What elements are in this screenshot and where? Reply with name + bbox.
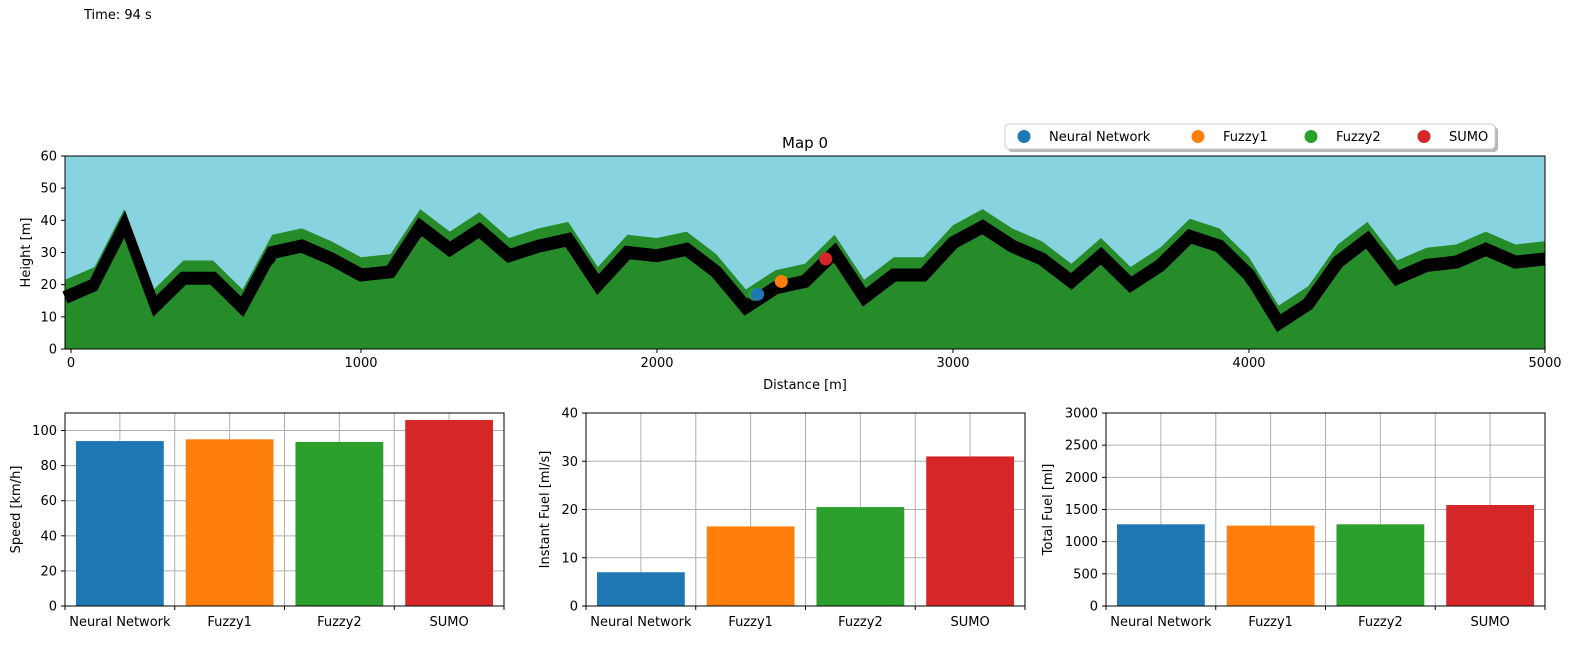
legend-marker-neural-network bbox=[1017, 130, 1031, 143]
map-ytick-label: 10 bbox=[40, 310, 57, 325]
legend-marker-sumo bbox=[1417, 130, 1431, 143]
legend-box bbox=[1004, 123, 1496, 150]
legend-label-fuzzy1: Fuzzy1 bbox=[1223, 130, 1268, 145]
legend-marker-fuzzy1 bbox=[1191, 130, 1205, 143]
speed-ytick-label: 20 bbox=[40, 564, 57, 579]
legend-label-neural-network: Neural Network bbox=[1049, 130, 1151, 145]
map-ytick-label: 0 bbox=[49, 343, 57, 358]
instant-fuel-xtick-label: Neural Network bbox=[590, 615, 692, 630]
total-fuel-xtick-label: Fuzzy1 bbox=[1248, 615, 1293, 630]
total-fuel-bar-sumo bbox=[1446, 504, 1535, 606]
map-chart: 0 1000 2000 3000 4000 5000 0 10 20 30 40 50 60 Map 0 D… bbox=[19, 123, 1562, 393]
legend-label-fuzzy2: Fuzzy2 bbox=[1336, 130, 1381, 145]
map-xtick-label: 4000 bbox=[1232, 356, 1265, 371]
instant-fuel-bar-fuzzy2 bbox=[816, 507, 905, 606]
legend-label-sumo: SUMO bbox=[1449, 130, 1488, 145]
total-fuel-xtick-label: Fuzzy2 bbox=[1358, 615, 1403, 630]
vehicle-marker-neural-network bbox=[751, 287, 765, 301]
total-fuel-ytick-label: 500 bbox=[1073, 567, 1098, 582]
total-fuel-chart: 0 500 1000 1500 2000 2500 3000 Neural Network Fu… bbox=[1041, 407, 1546, 630]
instant-fuel-chart: 0 10 20 30 40 Neural Network Fuzzy1 Fuzzy2 SUMO I… bbox=[538, 407, 1026, 630]
map-ytick-label: 60 bbox=[40, 150, 57, 165]
map-xtick-label: 1000 bbox=[344, 356, 377, 371]
time-label: Time: 94 s bbox=[84, 8, 152, 23]
total-fuel-ytick-label: 1000 bbox=[1065, 535, 1098, 550]
speed-bar-fuzzy2 bbox=[295, 441, 384, 606]
speed-xtick-label: Neural Network bbox=[69, 615, 171, 630]
total-fuel-xtick-label: SUMO bbox=[1471, 615, 1510, 630]
speed-bar-fuzzy1 bbox=[185, 439, 274, 606]
speed-xtick-label: SUMO bbox=[430, 615, 469, 630]
instant-fuel-bar-neural-network bbox=[596, 572, 685, 606]
legend-marker-fuzzy2 bbox=[1304, 130, 1318, 143]
map-title: Map 0 bbox=[782, 134, 828, 152]
instant-fuel-ytick-label: 10 bbox=[561, 551, 578, 566]
vehicle-marker-fuzzy1 bbox=[774, 274, 788, 288]
map-legend: Neural Network Fuzzy1 Fuzzy2 SUMO bbox=[1004, 123, 1498, 152]
vehicle-marker-sumo bbox=[819, 252, 833, 266]
instant-fuel-xtick-label: Fuzzy2 bbox=[838, 615, 883, 630]
total-fuel-xtick-label: Neural Network bbox=[1110, 615, 1212, 630]
instant-fuel-ytick-label: 30 bbox=[561, 455, 578, 470]
speed-ytick-label: 0 bbox=[49, 600, 57, 615]
total-fuel-bar-fuzzy1 bbox=[1226, 525, 1315, 606]
total-fuel-ytick-label: 2500 bbox=[1065, 439, 1098, 454]
map-ytick-label: 50 bbox=[40, 182, 57, 197]
map-xtick-label: 5000 bbox=[1528, 356, 1561, 371]
speed-xtick-label: Fuzzy2 bbox=[317, 615, 362, 630]
total-fuel-ytick-label: 3000 bbox=[1065, 407, 1098, 422]
road-line bbox=[62, 210, 1546, 333]
speed-ytick-label: 100 bbox=[32, 424, 57, 439]
instant-fuel-xtick-label: Fuzzy1 bbox=[728, 615, 773, 630]
map-xlabel: Distance [m] bbox=[763, 378, 847, 393]
speed-ytick-label: 60 bbox=[40, 494, 57, 509]
total-fuel-bar-neural-network bbox=[1116, 524, 1205, 606]
speed-ytick-label: 40 bbox=[40, 529, 57, 544]
instant-fuel-ytick-label: 0 bbox=[570, 600, 578, 615]
total-fuel-bar-fuzzy2 bbox=[1336, 524, 1425, 606]
total-fuel-ylabel: Total Fuel [ml] bbox=[1041, 464, 1056, 557]
instant-fuel-bar-fuzzy1 bbox=[706, 526, 795, 606]
instant-fuel-ytick-label: 40 bbox=[561, 407, 578, 422]
speed-ylabel: Speed [km/h] bbox=[9, 466, 24, 554]
total-fuel-ytick-label: 1500 bbox=[1065, 503, 1098, 518]
total-fuel-ytick-label: 0 bbox=[1090, 600, 1098, 615]
instant-fuel-ylabel: Instant Fuel [ml/s] bbox=[538, 451, 553, 569]
map-ytick-label: 40 bbox=[40, 214, 57, 229]
map-xtick-label: 0 bbox=[67, 356, 75, 371]
map-ytick-label: 20 bbox=[40, 278, 57, 293]
terrain-lower bbox=[65, 238, 1545, 349]
map-xtick-label: 3000 bbox=[936, 356, 969, 371]
map-ytick-label: 30 bbox=[40, 246, 57, 261]
speed-bar-sumo bbox=[405, 420, 494, 606]
instant-fuel-bar-sumo bbox=[926, 456, 1015, 606]
instant-fuel-xtick-label: SUMO bbox=[951, 615, 990, 630]
speed-bar-neural-network bbox=[75, 441, 164, 606]
speed-ytick-label: 80 bbox=[40, 459, 57, 474]
speed-xtick-label: Fuzzy1 bbox=[207, 615, 252, 630]
map-ylabel: Height [m] bbox=[19, 218, 34, 288]
speed-chart: 0 20 40 60 80 100 Neural Network Fuzzy1 Fuzzy2 SU… bbox=[9, 412, 505, 630]
total-fuel-ytick-label: 2000 bbox=[1065, 471, 1098, 486]
map-xtick-label: 2000 bbox=[640, 356, 673, 371]
instant-fuel-ytick-label: 20 bbox=[561, 503, 578, 518]
